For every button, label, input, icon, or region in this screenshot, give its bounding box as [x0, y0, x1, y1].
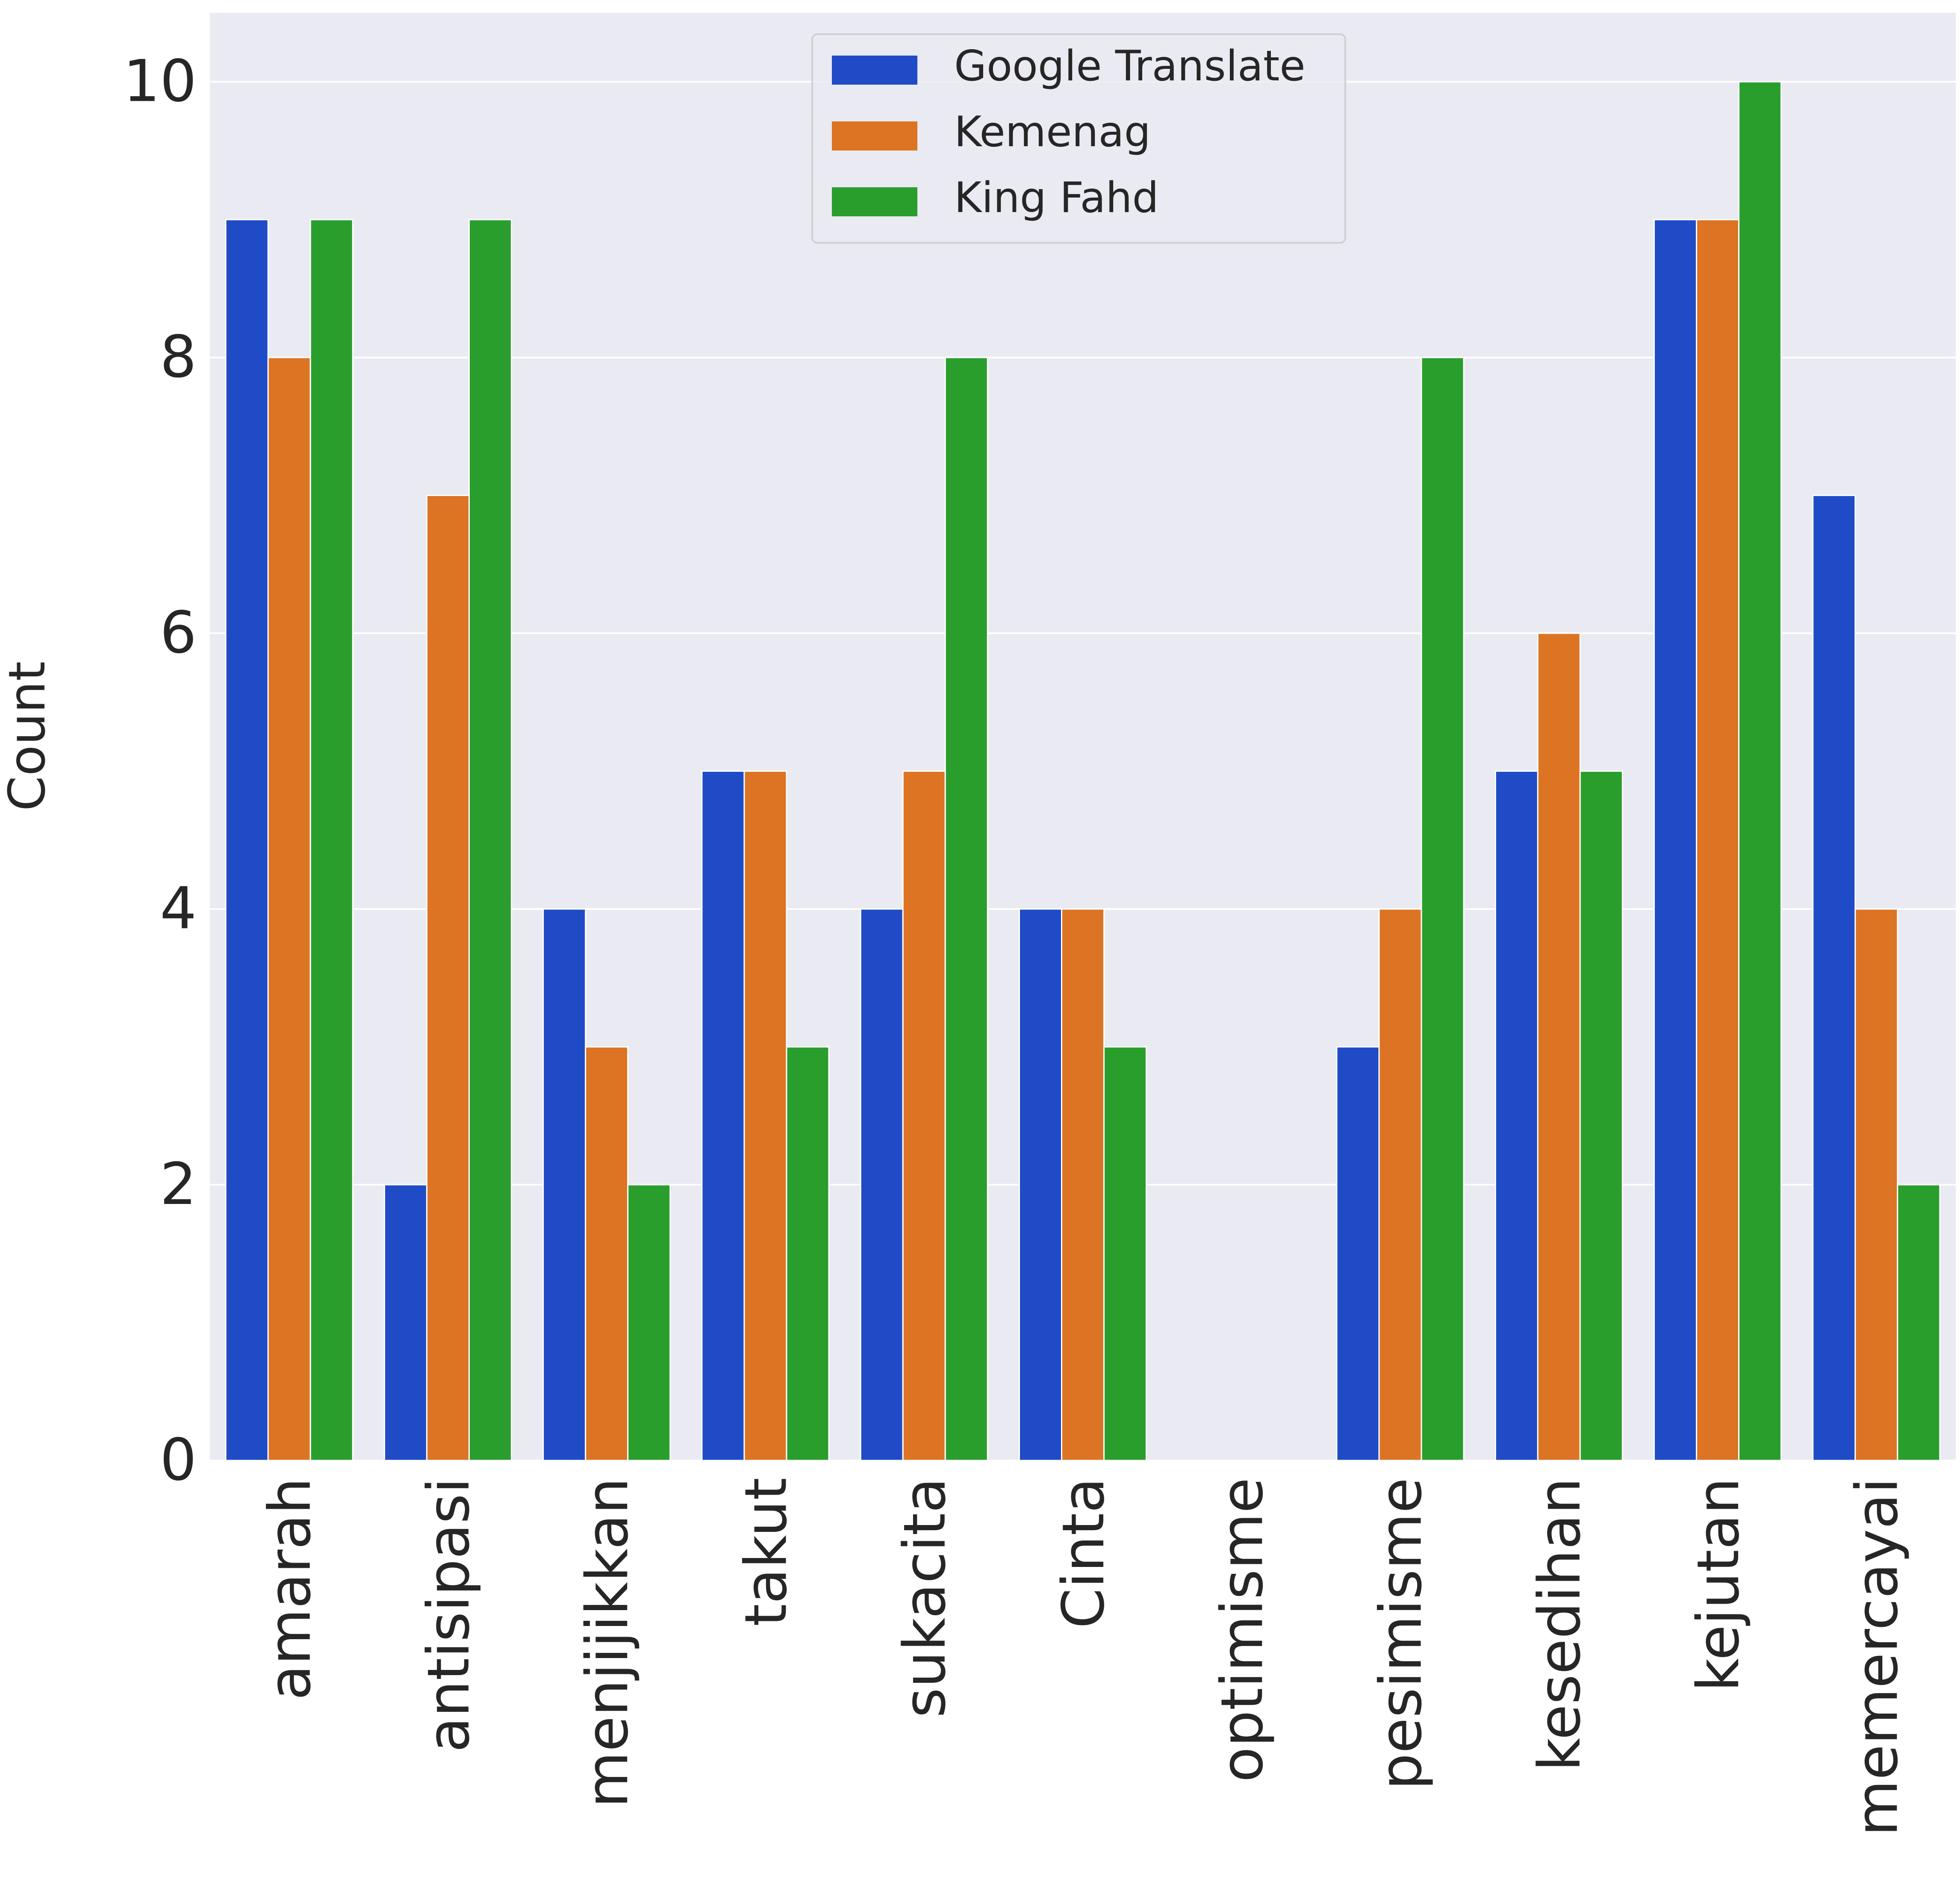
y-tick-label: 4	[160, 875, 197, 942]
y-tick-label: 0	[160, 1426, 197, 1493]
bar	[267, 357, 311, 1461]
legend-swatch	[832, 56, 917, 85]
x-tick-label: pesimisme	[1368, 1478, 1435, 1790]
bar	[309, 219, 354, 1461]
bar	[1738, 81, 1782, 1461]
x-tick-label: kesedihan	[1526, 1478, 1593, 1771]
bar	[902, 770, 946, 1461]
y-tick-label: 6	[160, 599, 197, 666]
bar	[1061, 908, 1105, 1461]
bar	[1018, 908, 1062, 1461]
bar	[1494, 770, 1539, 1461]
bar	[585, 1046, 629, 1461]
legend-label: Kemenag	[954, 108, 1151, 156]
x-tick-label: sukacita	[891, 1478, 958, 1718]
legend-label: Google Translate	[954, 42, 1306, 91]
y-tick-labels: 0 2 4 6 8 10	[123, 47, 197, 1493]
bar	[786, 1046, 830, 1461]
y-tick-label: 8	[160, 323, 197, 390]
bar	[627, 1184, 671, 1461]
legend-entries: Google Translate Kemenag King Fahd	[832, 42, 1306, 222]
legend-box	[811, 33, 1346, 244]
bar	[1897, 1184, 1941, 1461]
x-tick-label: amarah	[256, 1478, 324, 1700]
y-tick-label: 2	[160, 1151, 197, 1218]
bar	[860, 908, 904, 1461]
legend: Google Translate Kemenag King Fahd	[811, 33, 1346, 244]
y-axis-label: Count	[0, 661, 56, 811]
y-tick-label: 10	[123, 47, 197, 115]
bars	[225, 81, 1941, 1461]
bar	[1696, 219, 1740, 1461]
bar	[1421, 357, 1465, 1461]
x-tick-label: menjijikkan	[574, 1478, 641, 1808]
x-tick-labels: amarah antisipasi menjijikkan takut sukacita…	[256, 1478, 1911, 1836]
bar	[1854, 908, 1898, 1461]
bar	[383, 1184, 427, 1461]
legend-swatch	[832, 187, 917, 216]
bar	[1336, 1046, 1380, 1461]
bar	[944, 357, 988, 1461]
bar	[743, 770, 787, 1461]
bar	[468, 219, 512, 1461]
x-tick-label: memercayai	[1843, 1478, 1910, 1836]
legend-label: King Fahd	[954, 174, 1159, 222]
x-tick-label: optimisme	[1208, 1478, 1276, 1782]
bar	[701, 770, 745, 1461]
bar	[1378, 908, 1422, 1461]
bar	[225, 219, 269, 1461]
x-tick-label: kejutan	[1685, 1478, 1752, 1692]
x-tick-label: antisipasi	[415, 1478, 482, 1752]
legend-swatch	[832, 121, 917, 150]
bar	[1812, 495, 1856, 1461]
bar	[426, 495, 470, 1461]
bar	[1653, 219, 1698, 1461]
x-tick-label: takut	[732, 1478, 799, 1626]
bar	[542, 908, 587, 1461]
bar	[1103, 1046, 1147, 1461]
x-tick-label: Cinta	[1050, 1478, 1117, 1629]
bar	[1537, 632, 1581, 1461]
bar	[1579, 770, 1623, 1461]
